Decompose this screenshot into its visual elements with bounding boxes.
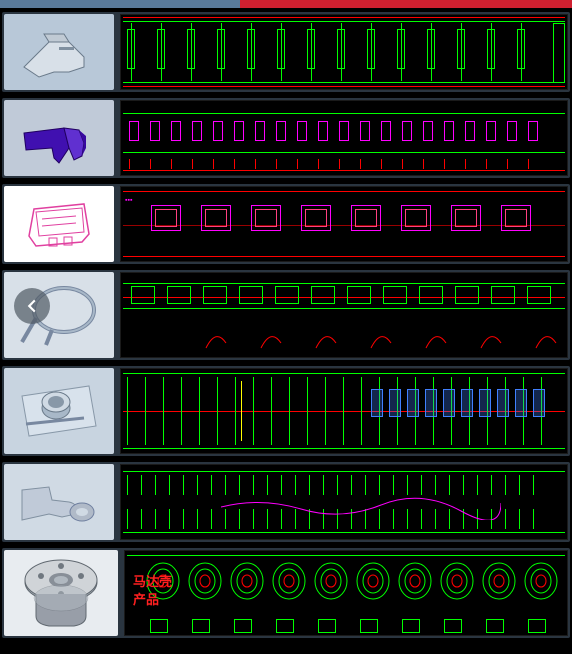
bracket-icon xyxy=(14,22,104,82)
header-bar xyxy=(0,0,572,8)
thumbnail-plate[interactable] xyxy=(4,368,114,454)
cad-label-title: 马达壳 xyxy=(133,571,172,590)
thumbnail-bracket[interactable] xyxy=(4,14,114,90)
gallery-row[interactable]: document.write(Array.from({length:8},(_,… xyxy=(2,184,570,264)
nav-prev-button[interactable] xyxy=(14,288,50,324)
thumbnail-usb-shell[interactable] xyxy=(4,186,114,262)
plate-icon xyxy=(14,376,104,446)
gallery-container: document.write(Array.from({length:14},(_… xyxy=(0,8,572,642)
thumbnail-bent-strip[interactable] xyxy=(4,464,114,540)
gallery-row[interactable]: document.write(Array.from({length:14},(_… xyxy=(2,12,570,92)
gallery-row[interactable]: document.write(Array.from({length:12},(_… xyxy=(2,270,570,360)
bent-strip-icon xyxy=(14,472,104,532)
gallery-row[interactable]: document.write(Array.from({length:30},(_… xyxy=(2,462,570,542)
cad-preview-progressive[interactable]: document.write(Array.from({length:14},(_… xyxy=(120,14,568,90)
cad-preview-usb[interactable]: document.write(Array.from({length:8},(_,… xyxy=(120,186,568,262)
connector-icon xyxy=(14,108,104,168)
gallery-row[interactable]: document.write(Array.from({length:10},(_… xyxy=(2,548,570,638)
flange-icon xyxy=(14,556,109,631)
thumbnail-flange[interactable] xyxy=(4,550,118,636)
cad-label-subtitle: 产品 xyxy=(133,589,159,608)
cad-preview-clip[interactable]: document.write(Array.from({length:12},(_… xyxy=(120,272,568,358)
cad-annotation: ▪▪▪ xyxy=(125,197,132,204)
thumbnail-connector[interactable] xyxy=(4,100,114,176)
cad-preview-fine[interactable]: document.write(Array.from({length:30},(_… xyxy=(120,464,568,540)
cad-preview-connector[interactable]: document.write(Array.from({length:20},(_… xyxy=(120,100,568,176)
usb-shell-icon xyxy=(14,194,104,254)
chevron-left-icon xyxy=(25,299,39,313)
gallery-row[interactable]: document.write(Array.from({length:20},(_… xyxy=(2,98,570,178)
cad-preview-motor[interactable]: document.write(Array.from({length:10},(_… xyxy=(124,550,568,636)
gallery-row[interactable]: document.write(Array.from({length:24},(_… xyxy=(2,366,570,456)
cad-preview-slot[interactable]: document.write(Array.from({length:24},(_… xyxy=(120,368,568,454)
